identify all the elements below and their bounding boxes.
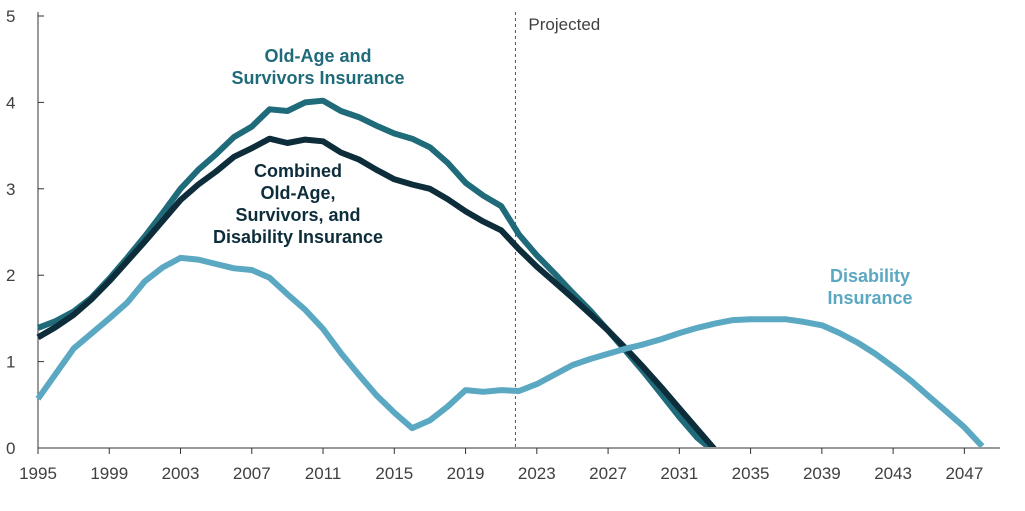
series-line-1 [36,135,717,447]
x-tick-label: 2003 [162,464,200,483]
projection-label: Projected [528,15,600,34]
series-label-line: Old-Age and [265,46,372,66]
series-lines [35,97,985,447]
series-label-1: Combined Old-Age, Survivors, and Disability… [213,161,383,247]
y-tick-label: 4 [6,93,15,112]
series-line-2 [35,254,985,447]
y-tick-label: 0 [6,439,15,458]
y-tick-label: 3 [6,180,15,199]
y-tick-label: 2 [6,266,15,285]
series-label-line: Disability [830,266,910,286]
series-label-line: Old-Age, [261,183,336,203]
series-label-line: Disability Insurance [213,227,383,247]
series-label-2: Disability Insurance [827,266,912,308]
x-tick-label: 1995 [19,464,57,483]
x-tick-label: 2039 [803,464,841,483]
x-tick-label: 2007 [233,464,271,483]
axes: 0 1 2 3 4 5 1995 1999 2003 2007 2011 2015 2019 2023 20… [6,7,1000,483]
series-label-line: Combined [254,161,342,181]
series-line-0 [36,97,714,447]
series-label-line: Survivors Insurance [231,68,404,88]
y-tick-label: 1 [6,353,15,372]
series-label-line: Survivors, and [235,205,360,225]
x-tick-label: 2043 [874,464,912,483]
x-tick-label: 2027 [589,464,627,483]
x-tick-label: 2015 [375,464,413,483]
series-label-line: Insurance [827,288,912,308]
x-tick-label: 2047 [945,464,983,483]
x-tick-label: 2011 [305,464,342,483]
x-tick-label: 2019 [447,464,485,483]
series-label-0: Old-Age and Survivors Insurance [231,46,404,88]
x-tick-label: 2031 [660,464,698,483]
x-tick-label: 1999 [90,464,128,483]
x-tick-label: 2035 [732,464,770,483]
x-tick-label: 2023 [518,464,556,483]
y-tick-label: 5 [6,7,15,26]
